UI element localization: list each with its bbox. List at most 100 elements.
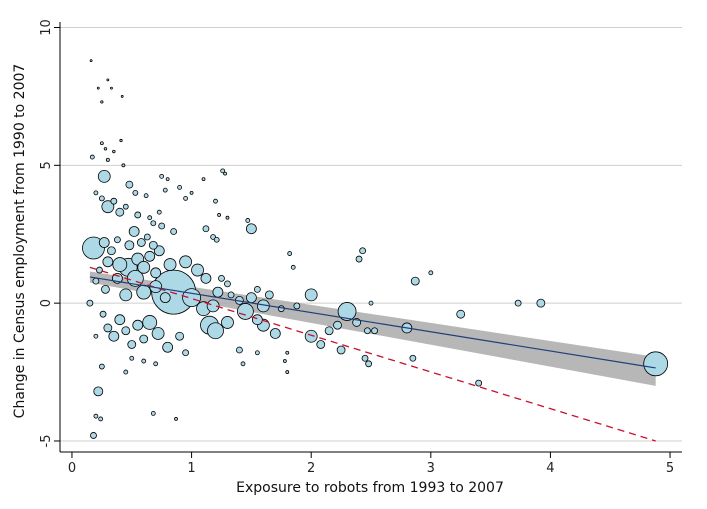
data-point <box>136 238 146 247</box>
data-point <box>324 326 334 336</box>
data-point <box>304 329 318 343</box>
data-point <box>98 416 104 422</box>
data-point <box>97 169 111 183</box>
data-point <box>121 326 131 336</box>
data-point <box>93 333 99 339</box>
data-point <box>227 291 235 299</box>
data-point <box>206 299 220 313</box>
data-point <box>316 340 326 349</box>
data-point <box>536 298 546 308</box>
fit-lines <box>89 266 656 442</box>
data-point <box>236 346 243 354</box>
dashed-reference-line <box>89 266 656 442</box>
data-point <box>179 255 192 269</box>
data-point <box>245 218 251 223</box>
data-point <box>224 280 231 288</box>
data-point <box>200 272 212 284</box>
data-point <box>93 413 99 419</box>
data-points <box>82 59 669 439</box>
data-point <box>365 360 373 368</box>
data-point <box>150 411 156 416</box>
data-point <box>189 190 194 195</box>
data-point <box>225 215 230 220</box>
data-point <box>151 327 165 340</box>
data-point <box>269 328 281 339</box>
data-point <box>114 314 126 326</box>
data-point <box>287 251 293 256</box>
data-point <box>98 237 110 248</box>
data-point <box>159 292 171 304</box>
data-point <box>165 177 170 182</box>
data-point <box>251 314 263 326</box>
data-point <box>643 351 669 377</box>
data-point <box>110 86 113 90</box>
data-point <box>162 341 174 353</box>
data-point <box>217 213 221 217</box>
data-point <box>119 288 133 302</box>
data-point <box>121 163 126 168</box>
data-point <box>183 196 188 201</box>
data-point <box>333 320 342 330</box>
data-point <box>132 189 139 196</box>
data-point <box>144 250 156 262</box>
data-point <box>163 258 177 271</box>
data-point <box>137 260 151 274</box>
data-point <box>361 354 369 362</box>
data-point <box>409 354 417 362</box>
data-point <box>207 322 224 340</box>
data-point <box>293 302 301 310</box>
data-point <box>114 236 121 244</box>
data-point <box>159 173 165 179</box>
data-point <box>150 220 157 227</box>
x-tick-label: 5 <box>666 461 674 476</box>
data-point <box>134 211 142 219</box>
data-point <box>254 350 260 356</box>
data-point <box>240 361 246 367</box>
data-point <box>191 263 204 277</box>
data-point <box>141 358 147 364</box>
y-tick-label: 5 <box>39 161 54 169</box>
y-tick-label: 0 <box>39 299 54 307</box>
data-point <box>182 349 189 357</box>
data-point <box>153 361 159 367</box>
data-point <box>220 168 226 174</box>
data-point <box>92 277 100 285</box>
data-point <box>156 209 162 215</box>
data-point <box>106 78 110 82</box>
data-point <box>201 177 206 182</box>
x-tick-label: 4 <box>546 461 554 476</box>
data-point <box>237 303 254 320</box>
y-tick-label: -5 <box>39 434 54 447</box>
data-point <box>108 330 120 342</box>
data-point <box>170 228 178 235</box>
data-point <box>285 350 290 355</box>
data-point <box>99 310 107 318</box>
x-tick-label: 1 <box>187 461 195 476</box>
data-point <box>285 370 290 374</box>
data-point <box>93 190 99 196</box>
data-point <box>368 300 374 306</box>
data-point <box>101 284 110 294</box>
data-point <box>410 276 420 286</box>
data-point <box>86 299 94 307</box>
data-point <box>98 195 105 202</box>
data-point <box>364 327 371 335</box>
data-point <box>127 340 137 349</box>
x-tick-label: 2 <box>307 461 315 476</box>
data-point <box>115 207 125 217</box>
data-point <box>336 345 346 355</box>
y-tick-label: 10 <box>39 19 54 36</box>
x-tick-label: 3 <box>427 461 435 476</box>
data-point <box>93 386 104 397</box>
fitted-line <box>89 276 656 369</box>
data-point <box>456 309 466 319</box>
data-point <box>99 141 104 146</box>
data-point <box>89 154 95 160</box>
x-axis-title: Exposure to robots from 1993 to 2007 <box>236 480 504 496</box>
data-point <box>150 267 162 279</box>
data-point <box>110 197 118 205</box>
data-point <box>253 285 261 293</box>
data-point <box>245 292 257 304</box>
